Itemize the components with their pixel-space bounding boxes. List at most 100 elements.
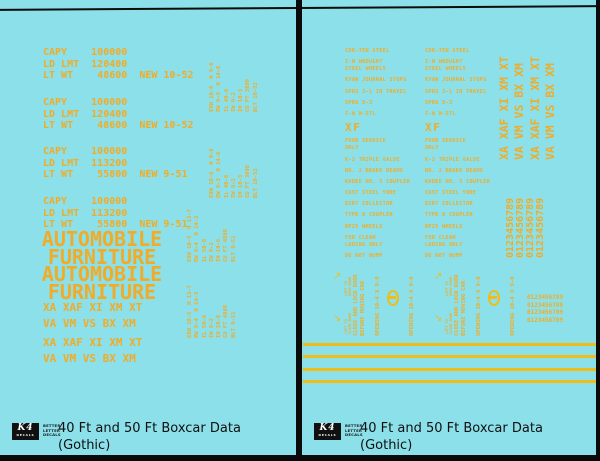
equipment-line: RP25 WHEELS bbox=[345, 223, 383, 230]
yellow-stripe bbox=[303, 355, 596, 358]
equipment-group: CAST STEEL YOKE bbox=[345, 190, 435, 197]
equipment-group: CAST STEEL YOKE bbox=[425, 190, 515, 197]
dimensional-data-line: IH 10-6 bbox=[216, 314, 223, 338]
equipment-group: TYPE D COUPLER bbox=[345, 212, 435, 219]
tagline-line: BETTER bbox=[345, 423, 363, 428]
lift-label: LIFT TO CLOSE DOOR bbox=[445, 313, 453, 334]
equipment-group: DO NOT HUMP bbox=[345, 253, 435, 260]
dimensional-data-group: EXW 10-5 H 13-7 EW 9-4 H 14-3 IL 50-6 IW 9-… bbox=[187, 209, 238, 262]
equipment-group: RYAN JOURNAL STOPS bbox=[345, 77, 435, 84]
product-title: 40 Ft and 50 Ft Boxcar Data (Gothic) bbox=[360, 421, 543, 453]
dimensional-data-line: IW 9-2 bbox=[230, 178, 237, 198]
weight-data-line: LT WT 55800 NEW 9-51 bbox=[43, 169, 188, 180]
tagline-line: LETTER bbox=[345, 427, 362, 433]
tagline-line: DECALS bbox=[345, 432, 363, 438]
dimensional-data-line: IW 9-2 bbox=[208, 318, 215, 338]
equipment-group: XF bbox=[425, 122, 515, 134]
equipment-group: DO NOT HUMP bbox=[425, 253, 515, 260]
right-decal-panel: K4 DECALS BETTER LETTER DECALS 40 Ft and… bbox=[302, 0, 596, 461]
car-class-vertical: VA VM VS BX XM bbox=[512, 63, 526, 160]
dimensional-data-line: IH 10-3 bbox=[238, 174, 245, 198]
weight-data-line: CAPY 100000 bbox=[43, 196, 128, 207]
arrow-down-right-icon: ↘ bbox=[434, 313, 443, 324]
equipment-line: FOR CLEAN bbox=[425, 234, 456, 241]
product-title: 40 Ft and 50 Ft Boxcar Data (Gothic) bbox=[58, 421, 241, 453]
xf-class-mark: XF bbox=[345, 121, 362, 135]
logo-tagline: BETTER LETTER DECALS bbox=[43, 423, 61, 438]
k4-logo-text: K4 bbox=[319, 423, 336, 433]
weight-data-group: CAPY 100000 LD LMT 113200 LT WT 55800 NEW … bbox=[43, 196, 188, 231]
k4-logo-decals: DECALS bbox=[318, 433, 337, 437]
equipment-group: COR-TEN STEEL bbox=[425, 48, 515, 55]
equipment-group: DIRT COLLECTOR bbox=[345, 201, 435, 208]
equipment-line: DIRT COLLECTOR bbox=[425, 201, 473, 208]
equipment-line: NO. 2 BRAKE BEAMS bbox=[425, 167, 484, 174]
dimensional-data-line: IL 40-6 bbox=[223, 174, 230, 198]
door-opening-dimension: OPENING 10-4 X 9-0 bbox=[510, 276, 516, 336]
dimensional-data-line: BLT 10-52 bbox=[252, 168, 259, 198]
equipment-group: SPRG D-3 bbox=[425, 100, 515, 107]
tagline-line: DECALS bbox=[43, 432, 61, 438]
equipment-line: TYPE D COUPLER bbox=[425, 212, 473, 219]
dimensional-data-line: EW 9-4 H 14-3 bbox=[194, 215, 201, 262]
equipment-group: DIRT COLLECTOR bbox=[425, 201, 515, 208]
number-set-horizontal: 0123456789 0123456789 0123456789 0123456789 bbox=[527, 294, 563, 324]
car-class-vertical: XA XAF XI XM XT bbox=[497, 56, 511, 160]
number-line: 0123456789 bbox=[527, 294, 564, 301]
arrow-down-right-icon: ↘ bbox=[333, 313, 342, 324]
tagline-line: LETTER bbox=[43, 427, 60, 433]
equipment-line: CAST STEEL YOKE bbox=[425, 190, 477, 197]
car-class-line: XA XAF XI XM XT bbox=[43, 336, 143, 349]
equipment-group: NO. 2 BRAKE BEAMS bbox=[425, 168, 515, 175]
weight-data-line: LT WT 48600 NEW 10-52 bbox=[43, 70, 194, 81]
panel-divider-line bbox=[296, 0, 302, 461]
close-door-warning-line: CLOSE AND LOCK DOOR bbox=[353, 274, 359, 336]
weight-data-line: LT WT 55800 NEW 9-51 bbox=[43, 219, 188, 230]
equipment-group: KADEE NO. 5 COUPLER bbox=[425, 179, 515, 186]
lift-label: LIFT TO CLOSE DOOR bbox=[344, 313, 352, 334]
k4-logo: K4 DECALS bbox=[12, 423, 39, 440]
equipment-line: I-W WROUGHT bbox=[345, 59, 383, 66]
dimensional-data-line: EW 9-4 H 14-3 bbox=[194, 291, 201, 338]
dimensional-data-line: EXW 10-5 H 13-7 bbox=[187, 209, 193, 262]
car-class-line: XA XAF XI XM XT bbox=[43, 301, 143, 314]
equipment-line: KADEE NO. 5 COUPLER bbox=[345, 178, 411, 185]
equipment-line: FOR CLEAN bbox=[345, 234, 376, 241]
close-door-warning: CLOSE AND LOCK DOOR BEFORE MOVING CAR bbox=[353, 274, 366, 336]
dimensional-data-line: IW 9-2 bbox=[230, 92, 237, 112]
dimensional-data-line: CU FT 4888 bbox=[223, 304, 230, 338]
door-opening-dimension: OPENING 10-4 X 9-0 bbox=[409, 276, 415, 336]
equipment-line: COR-TEN STEEL bbox=[345, 48, 390, 54]
equipment-group: I-W W-STL bbox=[425, 111, 515, 118]
dimensional-data-line: CU FT 3898 bbox=[245, 164, 252, 198]
equipment-group: K-2 TRIPLE VALVE bbox=[425, 157, 515, 164]
weight-data-line: LD LMT 113200 bbox=[43, 207, 128, 219]
equipment-line: LADING ONLY bbox=[345, 241, 383, 248]
equipment-line: K-2 TRIPLE VALVE bbox=[345, 156, 400, 163]
equipment-line: NO. 2 BRAKE BEAMS bbox=[345, 167, 404, 174]
equipment-line: LADING ONLY bbox=[425, 241, 463, 248]
number-line: 0123456789 bbox=[527, 309, 564, 316]
equipment-line: CAST STEEL YOKE bbox=[345, 190, 397, 197]
lift-label: LIFT TO OPEN DOOR bbox=[344, 277, 352, 296]
large-word: FURNITURE bbox=[47, 245, 157, 269]
equipment-line: I-W WROUGHT bbox=[425, 59, 463, 66]
door-position-bar bbox=[490, 296, 497, 299]
k4-logo-text: K4 bbox=[17, 423, 34, 433]
large-word: AUTOMOBILE bbox=[41, 262, 163, 286]
lift-label-line: CLOSE DOOR bbox=[449, 312, 454, 334]
equipment-group: RP25 WHEELS bbox=[425, 224, 515, 231]
equipment-group: K-2 TRIPLE VALVE bbox=[345, 157, 435, 164]
dimensional-data-group: EXW 10-6 H 9-6 EW 9-3 H 14-6 IL 40-6 IW 9-2… bbox=[209, 62, 260, 112]
dimensional-data-line: IH 10-3 bbox=[238, 88, 245, 112]
dimensional-data-line: EW 9-3 H 14-6 bbox=[216, 65, 223, 112]
weight-data-line: LD LMT 113200 bbox=[43, 157, 128, 169]
number-line: 0123456789 bbox=[527, 316, 564, 324]
equipment-text-column: COR-TEN STEEL I-W WROUGHT STEEL WHEELS RYAN… bbox=[425, 48, 515, 264]
sheet-right-edge bbox=[596, 0, 600, 461]
equipment-line: FOOD SERVICE bbox=[425, 138, 467, 145]
equipment-group: RP25 WHEELS bbox=[345, 224, 435, 231]
equipment-group: SPRG D-3 bbox=[345, 100, 435, 107]
equipment-group: TYPE D COUPLER bbox=[425, 212, 515, 219]
